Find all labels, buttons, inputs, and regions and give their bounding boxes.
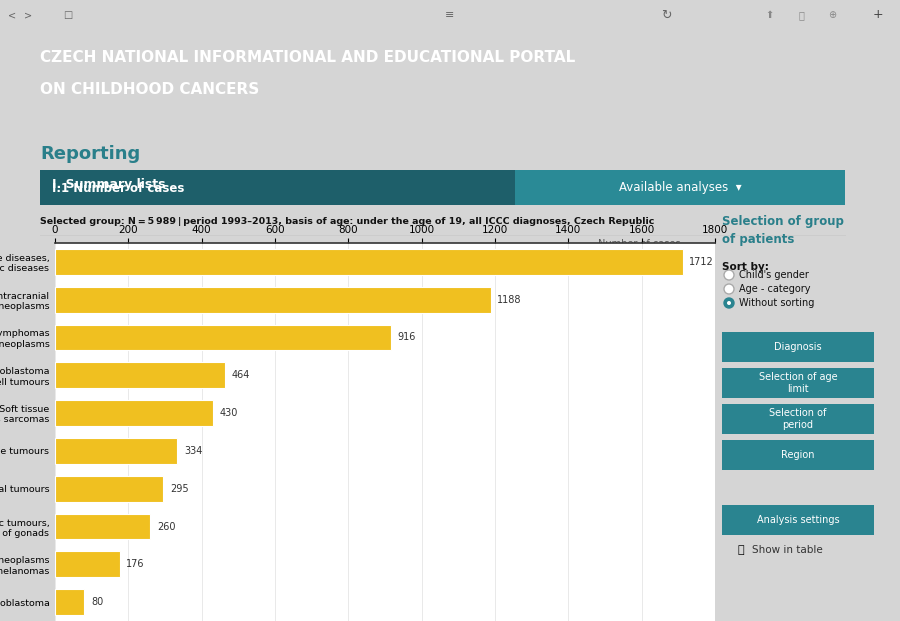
Text: 464: 464	[231, 370, 250, 380]
Text: Age - category: Age - category	[739, 284, 811, 294]
Text: Available analyses  ▾: Available analyses ▾	[618, 181, 742, 194]
Bar	[722, 368, 874, 398]
Bar	[55, 363, 225, 388]
Text: ⬆: ⬆	[765, 10, 774, 20]
Text: <: <	[8, 10, 16, 20]
Text: Number of cases: Number of cases	[598, 239, 680, 249]
Text: 295: 295	[170, 484, 188, 494]
Text: 916: 916	[398, 332, 416, 343]
Text: 430: 430	[220, 408, 238, 418]
Bar	[55, 325, 391, 350]
Bar	[55, 401, 212, 426]
Text: Selection of group
of patients: Selection of group of patients	[722, 215, 844, 246]
Text: 1188: 1188	[497, 295, 522, 305]
Bar	[55, 287, 490, 312]
Bar	[515, 170, 845, 205]
Text: ≡: ≡	[446, 10, 454, 20]
Text: 334: 334	[184, 446, 202, 456]
Circle shape	[724, 270, 734, 280]
Text: Show in table: Show in table	[752, 545, 823, 555]
Text: Selection of
period: Selection of period	[770, 408, 827, 430]
Text: ⊕: ⊕	[828, 10, 837, 20]
Text: ⧉: ⧉	[798, 10, 804, 20]
Circle shape	[727, 301, 731, 305]
Text: Reporting: Reporting	[40, 145, 140, 163]
Text: 176: 176	[126, 560, 145, 569]
Text: Analysis settings: Analysis settings	[757, 515, 840, 525]
Text: Diagnosis: Diagnosis	[774, 342, 822, 352]
Text: Sort by:: Sort by:	[722, 262, 769, 272]
Bar	[722, 440, 874, 470]
Bar	[55, 589, 85, 615]
Bar	[55, 476, 163, 502]
Text: I.1 Number of cases: I.1 Number of cases	[52, 182, 184, 195]
Text: 260: 260	[157, 522, 176, 532]
Text: +: +	[872, 9, 883, 22]
Text: 1712: 1712	[689, 257, 714, 267]
Text: □: □	[63, 10, 73, 20]
Text: ↻: ↻	[661, 9, 671, 22]
Bar	[55, 249, 683, 274]
Bar	[55, 514, 150, 540]
Text: Selected group: N = 5 989 | period 1993–2013, basis of age: under the age of 19,: Selected group: N = 5 989 | period 1993–…	[40, 217, 654, 226]
Text: Child's gender: Child's gender	[739, 270, 809, 280]
Bar	[55, 551, 120, 577]
Text: CZECH NATIONAL INFORMATIONAL AND EDUCATIONAL PORTAL: CZECH NATIONAL INFORMATIONAL AND EDUCATI…	[40, 50, 575, 65]
Bar	[722, 332, 874, 362]
Bar	[722, 404, 874, 434]
Bar	[40, 170, 515, 205]
Text: 📋: 📋	[737, 545, 743, 555]
Text: 80: 80	[91, 597, 104, 607]
Text: I. Summary lists: I. Summary lists	[52, 178, 166, 191]
Bar	[55, 438, 177, 464]
Circle shape	[724, 284, 734, 294]
Text: Selection of age
limit: Selection of age limit	[759, 372, 837, 394]
Text: ON CHILDHOOD CANCERS: ON CHILDHOOD CANCERS	[40, 83, 259, 97]
Text: >: >	[24, 10, 32, 20]
Circle shape	[724, 298, 734, 308]
Text: Without sorting: Without sorting	[739, 298, 814, 308]
Text: Region: Region	[781, 450, 815, 460]
Bar	[722, 505, 874, 535]
